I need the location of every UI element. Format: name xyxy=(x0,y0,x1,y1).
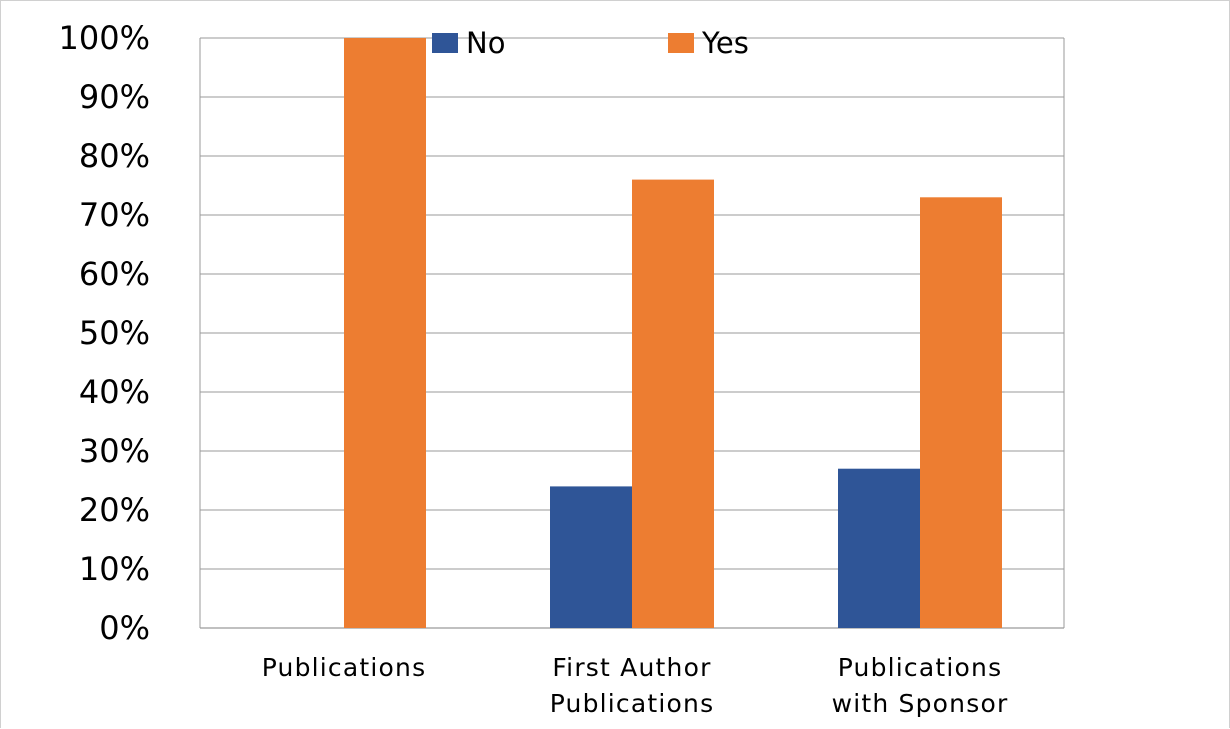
bar-no-2 xyxy=(838,468,920,628)
y-tick-label: 0% xyxy=(99,609,150,647)
y-tick-label: 30% xyxy=(79,432,150,470)
y-tick-label: 90% xyxy=(79,78,150,116)
y-tick-label: 100% xyxy=(59,19,150,57)
x-tick-label: with Sponsor xyxy=(832,689,1009,718)
legend-swatch-yes xyxy=(668,33,694,53)
legend-label-no: No xyxy=(466,26,506,60)
legend-label-yes: Yes xyxy=(702,26,749,60)
bar-yes-2 xyxy=(920,197,1002,629)
legend-swatch-no xyxy=(432,33,458,53)
y-axis-tick-labels: 0% 10% 20% 30% 40% 50% 60% 70% 80% 90% 100% xyxy=(59,19,150,647)
x-tick-label: First Author xyxy=(552,653,711,682)
y-tick-label: 70% xyxy=(79,196,150,234)
y-tick-label: 40% xyxy=(79,373,150,411)
x-tick-label: Publications xyxy=(550,689,715,718)
bar-yes-1 xyxy=(632,179,714,628)
y-tick-label: 20% xyxy=(79,491,150,529)
y-tick-label: 80% xyxy=(79,137,150,175)
bar-no-1 xyxy=(550,486,632,628)
y-tick-label: 60% xyxy=(79,255,150,293)
bars xyxy=(344,38,1002,629)
bar-yes-0 xyxy=(344,38,426,628)
legend-item-no: No xyxy=(432,28,505,58)
x-tick-label: Publications xyxy=(838,653,1003,682)
legend-item-yes: Yes xyxy=(668,28,749,58)
x-axis-tick-labels: Publications First Author Publications Publ… xyxy=(262,653,1009,718)
y-tick-label: 10% xyxy=(79,550,150,588)
x-tick-label: Publications xyxy=(262,653,427,682)
y-tick-label: 50% xyxy=(79,314,150,352)
